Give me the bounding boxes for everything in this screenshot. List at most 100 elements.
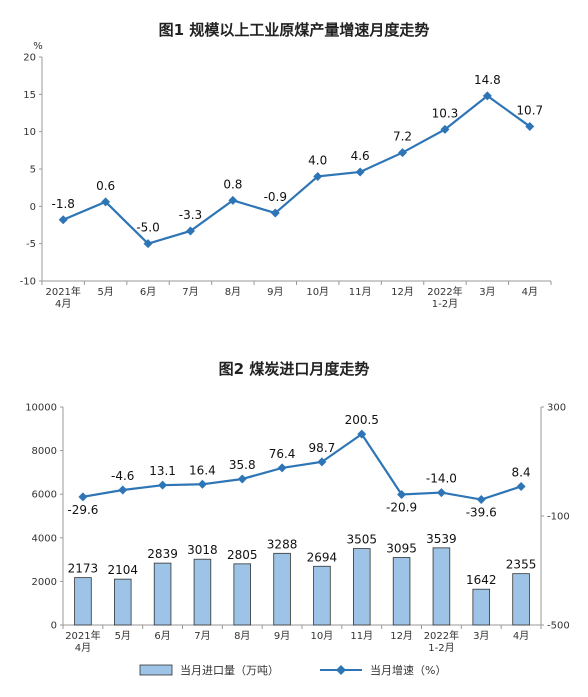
chart-2-y-ticks: 10000 8000 6000 4000 2000 0 — [25, 403, 63, 632]
chart-1-data-label: 10.7 — [516, 103, 543, 117]
chart-2-line-label: -29.6 — [67, 503, 98, 517]
chart-1-point — [143, 239, 153, 249]
chart-1-title: 图1 规模以上工业原煤产量增速月度走势 — [159, 21, 430, 39]
chart-2-bar — [193, 558, 212, 626]
chart-2-bar — [113, 578, 132, 626]
chart-2-bar-label: 3095 — [386, 542, 417, 556]
chart-2-bar — [472, 588, 491, 626]
x-tick-label: 4月 — [513, 630, 529, 642]
chart-2-point — [357, 429, 367, 439]
chart-1-data-label: 10.3 — [432, 106, 459, 120]
chart-1-data-label: 14.8 — [474, 73, 501, 87]
chart-2-line-label: -14.0 — [426, 472, 457, 486]
x-tick-label: 10月 — [306, 286, 329, 298]
x-tick-label: 8月 — [225, 286, 241, 298]
chart-2-line-label: 8.4 — [512, 465, 531, 479]
chart-2-bar — [313, 565, 331, 626]
chart-2-title: 图2 煤炭进口月度走势 — [219, 360, 370, 378]
chart-2-point — [476, 495, 486, 505]
x-tick-label: 2021年 4月 — [45, 285, 80, 310]
chart-1-data-label: -5.0 — [136, 221, 159, 235]
x-tick-label: 7月 — [182, 286, 198, 298]
y-tick-label: 0 — [51, 621, 57, 632]
x-tick-label: 10月 — [311, 630, 334, 642]
chart-2-bar — [153, 562, 172, 626]
x-tick-label: 2022年 1-2月 — [427, 285, 462, 310]
chart-2-bar-label: 2694 — [307, 550, 338, 564]
chart-1-data-label: 7.2 — [393, 130, 412, 144]
x-tick-label: 8月 — [234, 630, 250, 642]
chart-2: 图2 煤炭进口月度走势 10000 8000 6000 4000 2000 0 300 -1… — [25, 360, 570, 677]
x-tick-label: 11月 — [350, 630, 373, 642]
chart-2-bars: 2173 2104 2839 3018 2805 3288 2694 3505 3095 3539… — [68, 532, 537, 626]
chart-2-bar-label: 3505 — [346, 533, 377, 547]
chart-2-line-series: -29.6-4.6 13.1 16.4 35.876.4 98.7200.5-20.9-… — [67, 413, 530, 519]
legend-line-marker — [336, 665, 346, 675]
chart-2-bar — [512, 573, 530, 626]
chart-2-line-label: 16.4 — [189, 463, 216, 477]
chart-1-data-label: 0.8 — [223, 177, 242, 191]
chart-2-legend: 当月进口量（万吨） 当月增速（%） — [139, 663, 446, 677]
x-tick-label: 4月 — [522, 286, 538, 298]
chart-2-bar-label: 2173 — [68, 562, 99, 576]
chart-2-y2-ticks: 300 -100 -500 — [541, 403, 570, 632]
chart-1-x-ticks: 2021年 4月 5月 6月 7月 8月 9月 10月 11月 12月 2022年 1-2月 3月 4月 — [41, 281, 552, 310]
chart-2-bar-label: 2805 — [227, 548, 258, 562]
chart-2-line-label: -20.9 — [386, 500, 417, 514]
x-tick-label: 6月 — [154, 630, 170, 642]
chart-2-bar-label: 1642 — [466, 573, 497, 587]
y-tick-label: 20 — [23, 53, 36, 64]
y-tick-label: 2000 — [32, 577, 57, 588]
chart-1-point — [440, 124, 450, 134]
y-tick-label: 4000 — [32, 533, 57, 544]
chart-1-point — [398, 148, 408, 158]
chart-2-point — [436, 488, 446, 498]
x-tick-label: 5月 — [97, 286, 113, 298]
chart-1-data-label: -3.3 — [179, 208, 202, 222]
chart-2-bar-label: 2839 — [147, 547, 178, 561]
chart-2-line — [82, 432, 522, 501]
chart-1-data-label: -1.8 — [51, 197, 74, 211]
x-tick-label: 6月 — [140, 286, 156, 298]
chart-1-point — [482, 91, 492, 101]
chart-2-bar — [432, 547, 451, 626]
x-tick-label: 12月 — [391, 286, 414, 298]
chart-2-point — [397, 489, 407, 499]
x-tick-label: 3月 — [473, 630, 489, 642]
y-tick-label: 8000 — [32, 446, 57, 457]
chart-2-point — [158, 480, 168, 490]
y-tick-label: 6000 — [32, 490, 57, 501]
chart-1-point — [355, 167, 365, 177]
y-tick-label: -10 — [20, 277, 36, 288]
chart-1-data-label: 0.6 — [96, 179, 115, 193]
y-tick-label: 0 — [30, 202, 36, 213]
chart-1-point — [185, 226, 195, 236]
chart-2-bar — [74, 577, 92, 626]
chart-1-point — [525, 121, 535, 131]
chart-2-point — [237, 474, 247, 484]
chart-2-point — [197, 479, 207, 489]
chart-2-bar-label: 3288 — [267, 537, 298, 551]
chart-2-line-label: 98.7 — [309, 441, 336, 455]
x-tick-label: 2021年 4月 — [65, 629, 100, 654]
chart-1-y-ticks: 20 15 10 5 0 -5 -10 — [20, 53, 42, 288]
x-tick-label: 5月 — [115, 630, 131, 642]
chart-2-point — [78, 492, 88, 502]
y-tick-label: 10 — [23, 127, 36, 138]
chart-1-y-unit: % — [33, 41, 43, 52]
chart-2-point — [277, 463, 287, 473]
x-tick-label: 7月 — [194, 630, 210, 642]
chart-1-data-label: -0.9 — [264, 190, 287, 204]
chart-2-bar — [233, 563, 252, 626]
chart-2-bar-label: 2104 — [107, 563, 138, 577]
x-tick-label: 2022年 1-2月 — [424, 629, 459, 654]
chart-1-point — [313, 171, 323, 181]
chart-2-line-label: -39.6 — [466, 506, 497, 520]
x-tick-label: 12月 — [390, 630, 413, 642]
chart-2-line-label: 76.4 — [269, 447, 296, 461]
chart-2-bar — [273, 552, 291, 626]
x-tick-label: 3月 — [479, 286, 495, 298]
chart-1-point — [101, 197, 111, 207]
chart-2-bar-label: 2355 — [506, 558, 537, 572]
chart-2-bar-label: 3018 — [187, 543, 218, 557]
